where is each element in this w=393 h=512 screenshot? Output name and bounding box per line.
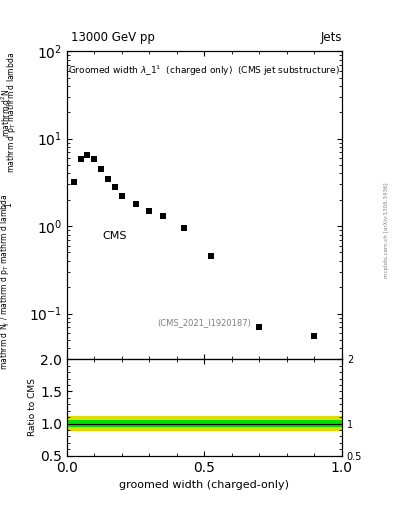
Text: 13000 GeV pp: 13000 GeV pp bbox=[71, 31, 154, 44]
Text: mcplots.cern.ch [arXiv:1306.3436]: mcplots.cern.ch [arXiv:1306.3436] bbox=[384, 183, 389, 278]
Point bbox=[91, 155, 97, 163]
Point bbox=[119, 192, 125, 200]
Point bbox=[160, 212, 166, 220]
Text: Groomed width $\lambda$_1$^1$  (charged only)  (CMS jet substructure): Groomed width $\lambda$_1$^1$ (charged o… bbox=[68, 63, 340, 78]
Text: (CMS_2021_I1920187): (CMS_2021_I1920187) bbox=[158, 318, 251, 327]
Text: mathrm d p$_T$ mathrm d lambda: mathrm d p$_T$ mathrm d lambda bbox=[5, 52, 18, 173]
Text: 1: 1 bbox=[4, 202, 13, 207]
Point bbox=[181, 224, 187, 232]
Text: CMS: CMS bbox=[103, 231, 127, 241]
Point bbox=[146, 207, 152, 215]
Point bbox=[132, 200, 139, 208]
Point bbox=[71, 178, 77, 186]
Point bbox=[105, 175, 111, 183]
Point bbox=[311, 332, 318, 340]
Text: Jets: Jets bbox=[320, 31, 342, 44]
Point bbox=[112, 183, 118, 191]
Point bbox=[77, 155, 84, 163]
Text: mathrm d$^2$N: mathrm d$^2$N bbox=[0, 89, 12, 137]
Point bbox=[98, 165, 105, 173]
Point bbox=[84, 151, 90, 159]
X-axis label: groomed width (charged-only): groomed width (charged-only) bbox=[119, 480, 289, 490]
Point bbox=[208, 252, 215, 261]
Y-axis label: Ratio to CMS: Ratio to CMS bbox=[28, 378, 37, 436]
Point bbox=[256, 323, 263, 331]
Text: mathrm d N$_J$ / mathrm d p$_T$ mathrm d lambda: mathrm d N$_J$ / mathrm d p$_T$ mathrm d… bbox=[0, 194, 13, 370]
